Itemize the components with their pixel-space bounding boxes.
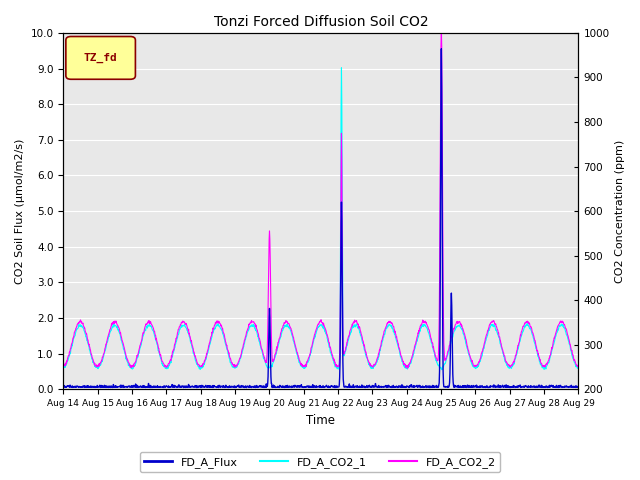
FD_A_CO2_1 [60, 364, 67, 370]
FD_A_CO2_1 [232, 364, 239, 370]
FD_A_Flux [401, 384, 409, 390]
FD_A_CO2_1 [174, 333, 182, 338]
Title: Tonzi Forced Diffusion Soil CO2: Tonzi Forced Diffusion Soil CO2 [214, 15, 428, 29]
Line: FD_A_CO2_1: FD_A_CO2_1 [63, 68, 579, 370]
FD_A_CO2_2 [60, 363, 67, 369]
FD_A_CO2_2 [575, 363, 582, 369]
FD_A_CO2_1 [514, 347, 522, 352]
FD_A_CO2_1 [161, 365, 169, 371]
FD_A_CO2_1 [575, 365, 582, 371]
FD_A_CO2_1 [438, 367, 446, 372]
FD_A_CO2_1 [338, 65, 346, 71]
Y-axis label: CO2 Soil Flux (μmol/m2/s): CO2 Soil Flux (μmol/m2/s) [15, 138, 25, 284]
FD_A_CO2_1 [468, 362, 476, 368]
FD_A_CO2_2 [161, 362, 169, 368]
Text: TZ_fd: TZ_fd [83, 53, 117, 63]
FD_A_Flux [243, 384, 250, 390]
FD_A_CO2_2 [232, 362, 239, 368]
FD_A_Flux [438, 46, 445, 52]
FD_A_CO2_2 [404, 365, 412, 371]
FD_A_CO2_2 [438, 25, 445, 31]
FD_A_CO2_1 [401, 365, 409, 371]
FD_A_CO2_2 [174, 329, 182, 335]
FD_A_Flux [232, 384, 239, 390]
Line: FD_A_Flux: FD_A_Flux [63, 49, 579, 387]
FD_A_Flux [514, 384, 522, 390]
FD_A_Flux [60, 384, 67, 390]
FD_A_Flux [161, 384, 169, 390]
Y-axis label: CO2 Concentration (ppm): CO2 Concentration (ppm) [615, 140, 625, 283]
FD_A_CO2_2 [401, 362, 408, 368]
FD_A_CO2_2 [514, 343, 522, 348]
Line: FD_A_CO2_2: FD_A_CO2_2 [63, 28, 579, 368]
FancyBboxPatch shape [66, 36, 136, 79]
FD_A_CO2_2 [468, 360, 476, 366]
FD_A_Flux [575, 384, 582, 390]
FD_A_Flux [174, 383, 182, 389]
Legend: FD_A_Flux, FD_A_CO2_1, FD_A_CO2_2: FD_A_Flux, FD_A_CO2_1, FD_A_CO2_2 [140, 452, 500, 472]
FD_A_Flux [468, 384, 476, 390]
X-axis label: Time: Time [307, 414, 335, 427]
